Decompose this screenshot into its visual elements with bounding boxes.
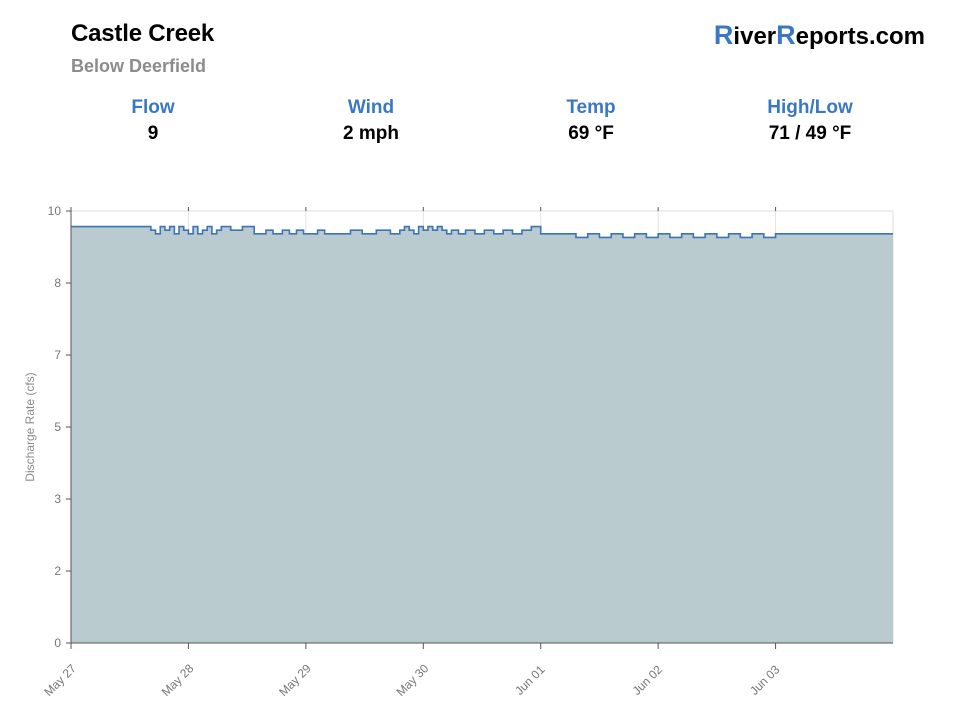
stat-wind: Wind 2 mph — [281, 96, 461, 148]
discharge-chart: 0 2 3 5 7 8 10 May 27 May 28 May 29 May 30 Jun 01 Ju… — [23, 204, 894, 699]
stat-flow-value: 9 — [147, 123, 159, 144]
y-tick-label: 0 — [54, 636, 61, 650]
x-tick-label: May 29 — [276, 661, 314, 699]
brand-part-2: eports.com — [795, 23, 925, 50]
stat-high-low-label: High/Low — [767, 97, 853, 118]
y-tick-label: 5 — [54, 420, 61, 434]
x-tick-label: Jun 01 — [512, 662, 548, 698]
station-location: Below Deerfield — [71, 56, 207, 76]
brand-logo[interactable]: RiverReports.com — [714, 20, 925, 51]
x-tick-label: May 27 — [41, 661, 79, 699]
discharge-area — [71, 226, 893, 643]
stat-high-low: High/Low 71 / 49 °F — [720, 96, 900, 148]
stat-wind-label: Wind — [347, 97, 395, 118]
x-tick-label: Jun 03 — [747, 662, 783, 698]
x-tick-label: May 28 — [159, 661, 197, 699]
brand-part-1: iver — [733, 23, 777, 50]
x-tick-label: Jun 02 — [630, 662, 666, 698]
stat-temp-value: 69 °F — [568, 123, 614, 144]
y-tick-label: 10 — [48, 204, 62, 218]
brand-cap-2: R — [776, 20, 796, 50]
stat-wind-value: 2 mph — [343, 123, 399, 144]
stat-flow-label: Flow — [131, 97, 175, 118]
stat-flow: Flow 9 — [63, 96, 243, 148]
stat-temp-label: Temp — [566, 97, 616, 118]
y-tick-label: 2 — [54, 564, 61, 578]
x-tick-label: May 30 — [394, 661, 432, 699]
brand-cap-1: R — [713, 20, 734, 50]
discharge-line — [71, 225, 893, 239]
y-axis-label: Discharge Rate (cfs) — [23, 372, 37, 481]
y-tick-label: 3 — [54, 492, 61, 506]
y-tick-label: 7 — [54, 348, 61, 362]
y-tick-label: 8 — [54, 276, 61, 290]
station-name: Castle Creek — [71, 20, 215, 47]
stat-high-low-value: 71 / 49 °F — [768, 123, 852, 144]
stat-temp: Temp 69 °F — [501, 96, 681, 148]
